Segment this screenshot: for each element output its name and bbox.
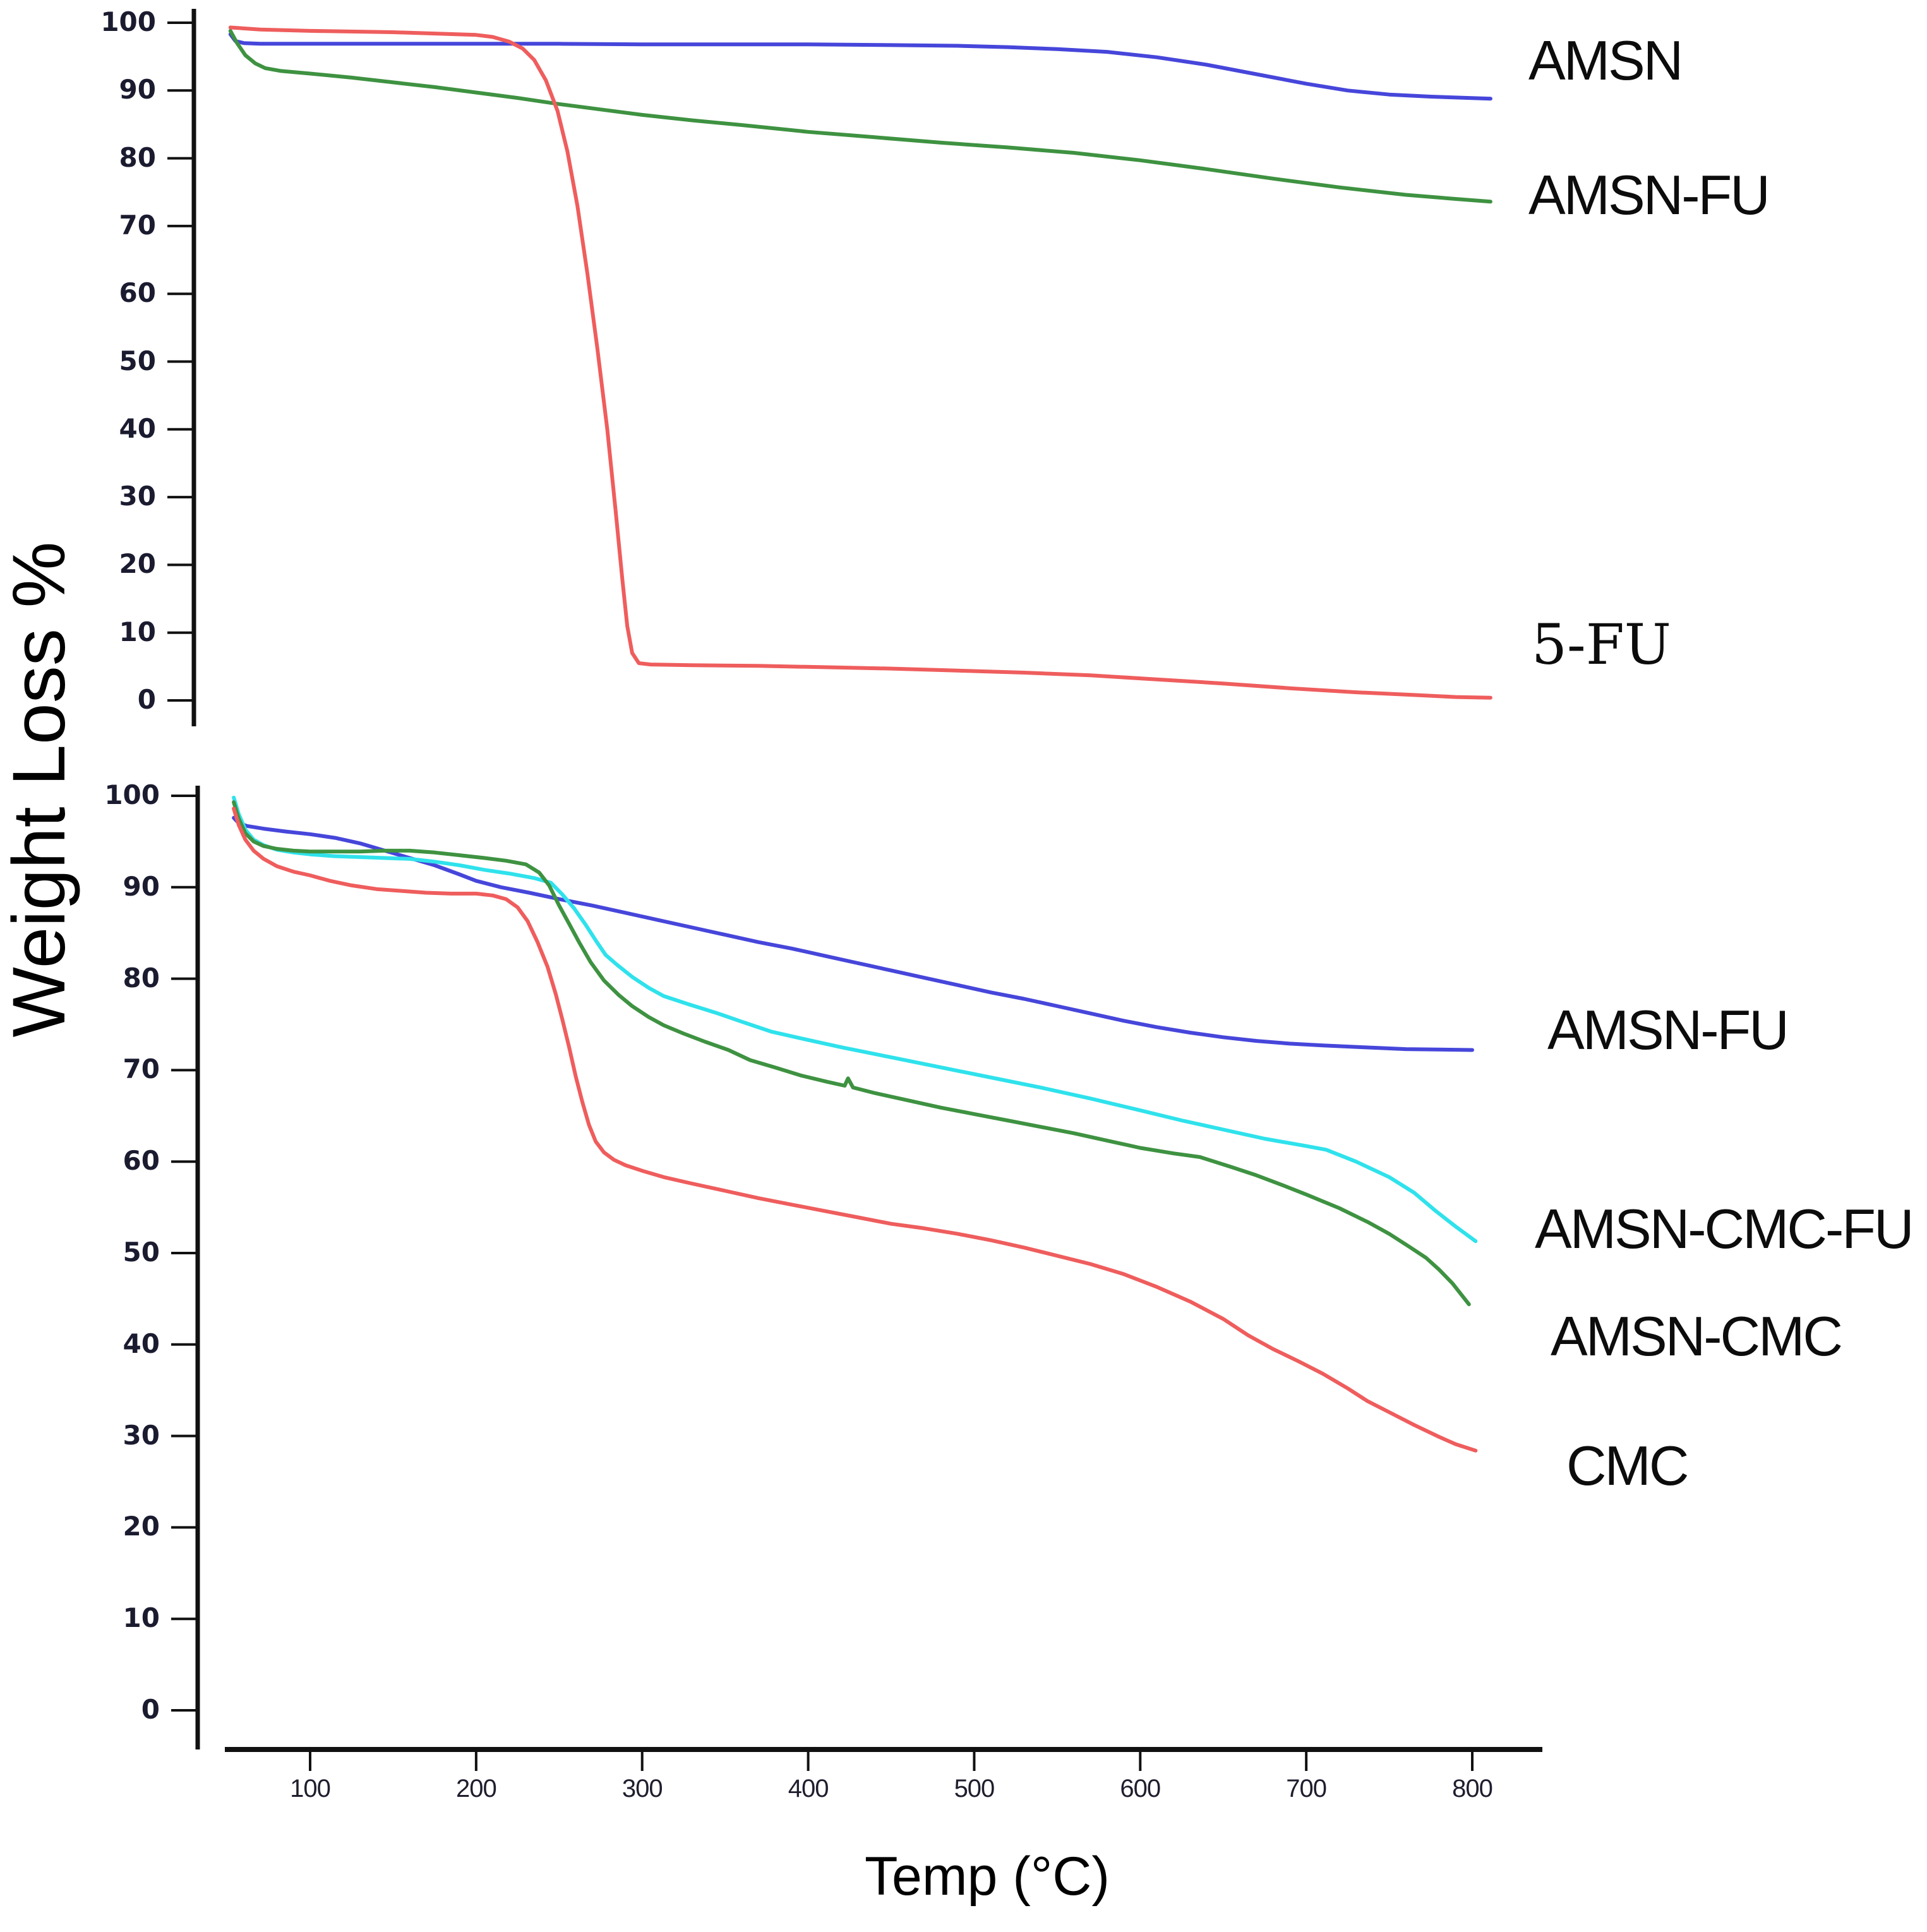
x-tick-label-300: 300 [621, 1775, 663, 1803]
curve-top-5-fu [228, 25, 1492, 700]
x-axis-title: Temp (°C) [865, 1846, 1110, 1907]
curve-top-amsn [228, 32, 1492, 101]
y-tick-label-top-80: 80 [119, 141, 156, 173]
y-tick-label-bottom-50: 50 [123, 1237, 160, 1268]
y-tick-label-top-100: 100 [100, 6, 156, 37]
curve-bottom-amsn-cmc-fu [232, 795, 1478, 1244]
series-label-bottom-amsn-cmc: AMSN-CMC [1551, 1305, 1843, 1367]
series-label-top-amsn: AMSN [1528, 29, 1683, 92]
y-tick-label-top-20: 20 [119, 548, 156, 580]
y-tick-label-top-90: 90 [119, 74, 156, 105]
y-tick-label-bottom-100: 100 [104, 779, 160, 810]
x-tick-label-700: 700 [1286, 1775, 1327, 1803]
x-tick-label-400: 400 [788, 1775, 829, 1803]
x-tick-label-600: 600 [1120, 1775, 1161, 1803]
x-tick-label-800: 800 [1452, 1775, 1493, 1803]
y-tick-label-bottom-0: 0 [141, 1694, 160, 1725]
curve-bottom-amsn-fu [232, 815, 1474, 1052]
y-tick-label-top-50: 50 [119, 345, 156, 376]
y-tick-label-top-70: 70 [119, 209, 156, 241]
y-tick-label-bottom-30: 30 [123, 1419, 160, 1451]
y-tick-label-bottom-70: 70 [123, 1053, 160, 1085]
y-tick-label-top-10: 10 [119, 616, 156, 647]
curve-bottom-amsn-cmc [232, 800, 1471, 1307]
series-label-top-amsn-fu: AMSN-FU [1528, 164, 1770, 226]
curve-top-amsn-fu [228, 28, 1492, 204]
x-tick-label-100: 100 [290, 1775, 331, 1803]
series-label-bottom-amsn-fu: AMSN-FU [1547, 999, 1789, 1061]
y-tick-label-bottom-60: 60 [123, 1145, 160, 1177]
y-tick-label-bottom-20: 20 [123, 1511, 160, 1542]
series-label-bottom-cmc: CMC [1566, 1434, 1689, 1497]
series-label-top-5-fu: 5-FU [1532, 612, 1671, 677]
y-tick-label-bottom-90: 90 [123, 870, 160, 902]
y-tick-label-top-30: 30 [119, 481, 156, 512]
curve-bottom-cmc [232, 807, 1478, 1453]
x-tick-label-500: 500 [954, 1775, 995, 1803]
y-tick-label-bottom-10: 10 [123, 1602, 160, 1634]
y-tick-label-top-60: 60 [119, 277, 156, 309]
y-tick-label-top-0: 0 [137, 684, 156, 715]
y-tick-label-top-40: 40 [119, 412, 156, 444]
x-tick-label-200: 200 [455, 1775, 497, 1803]
y-axis-title: Weight Loss % [0, 541, 81, 1038]
y-tick-label-bottom-80: 80 [123, 962, 160, 993]
series-label-bottom-amsn-cmc-fu: AMSN-CMC-FU [1535, 1197, 1914, 1260]
y-tick-label-bottom-40: 40 [123, 1328, 160, 1359]
